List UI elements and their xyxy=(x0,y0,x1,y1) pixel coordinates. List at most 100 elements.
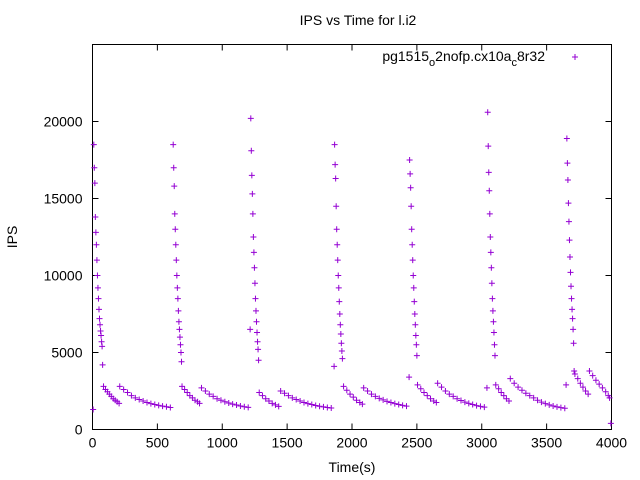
data-point xyxy=(491,341,498,348)
data-point xyxy=(421,389,428,396)
data-point xyxy=(565,200,572,207)
data-point xyxy=(566,254,573,261)
data-point xyxy=(407,184,414,191)
data-point xyxy=(93,241,100,248)
data-point xyxy=(406,157,413,163)
x-tick-label: 1500 xyxy=(272,435,303,451)
data-point xyxy=(489,307,496,314)
data-point xyxy=(171,210,178,217)
data-point xyxy=(94,284,101,291)
data-point xyxy=(98,332,105,339)
data-point xyxy=(550,402,557,409)
data-point xyxy=(353,397,360,404)
data-point xyxy=(384,398,391,405)
data-point xyxy=(454,395,461,402)
data-point xyxy=(177,349,184,356)
data-point xyxy=(175,307,182,314)
data-point xyxy=(334,257,341,264)
data-point xyxy=(249,190,256,197)
data-point xyxy=(413,341,420,348)
data-point xyxy=(410,284,417,291)
data-point xyxy=(339,355,346,362)
data-point xyxy=(599,384,606,391)
data-point xyxy=(151,401,158,408)
data-point xyxy=(364,388,371,394)
data-point xyxy=(350,394,357,401)
legend: pg1515o2nofp.cx10ac8r32 xyxy=(382,48,578,69)
data-point xyxy=(254,338,261,345)
data-point xyxy=(293,396,300,403)
data-point xyxy=(554,403,561,410)
data-point xyxy=(265,398,272,405)
data-point xyxy=(465,400,472,407)
data-point xyxy=(237,402,244,409)
data-point xyxy=(484,109,491,116)
data-point xyxy=(372,393,379,400)
data-point xyxy=(589,372,596,379)
data-point xyxy=(173,272,180,279)
data-point xyxy=(492,381,499,388)
data-point xyxy=(461,399,468,406)
data-point xyxy=(411,311,418,317)
data-point xyxy=(596,381,603,388)
data-point xyxy=(233,402,240,409)
data-point xyxy=(170,164,177,171)
data-point xyxy=(417,385,424,392)
data-point xyxy=(247,115,254,122)
data-point xyxy=(304,400,311,407)
data-point xyxy=(262,395,269,402)
data-point xyxy=(229,401,236,408)
data-point xyxy=(93,257,100,264)
data-point xyxy=(95,306,102,313)
data-point xyxy=(171,183,178,190)
x-tick-label: 3000 xyxy=(466,435,497,451)
data-point xyxy=(395,401,402,408)
data-point xyxy=(446,391,453,398)
data-point xyxy=(409,257,416,264)
y-tick-label: 15000 xyxy=(44,191,83,207)
data-point xyxy=(412,332,419,339)
data-point xyxy=(473,402,480,409)
plot-frame xyxy=(92,44,612,430)
data-point xyxy=(90,406,97,413)
x-tick-label: 2000 xyxy=(336,435,367,451)
data-point xyxy=(335,272,342,279)
data-point xyxy=(173,257,180,264)
x-axis-label: Time(s) xyxy=(329,459,376,475)
data-point xyxy=(176,334,183,341)
data-point xyxy=(338,340,345,347)
data-point xyxy=(100,383,107,390)
data-point xyxy=(277,388,284,394)
data-point xyxy=(564,160,571,167)
data-point xyxy=(407,170,414,177)
data-point xyxy=(450,393,457,400)
data-point xyxy=(534,397,541,404)
data-point xyxy=(179,383,186,390)
data-point xyxy=(196,400,203,407)
data-point xyxy=(172,241,179,248)
data-point xyxy=(252,307,259,314)
data-point xyxy=(563,381,570,388)
data-point xyxy=(176,326,183,333)
data-point xyxy=(507,375,514,382)
data-point xyxy=(328,404,335,411)
data-point xyxy=(170,141,177,148)
data-point xyxy=(221,398,228,405)
data-point xyxy=(140,398,147,405)
data-point xyxy=(488,280,495,287)
data-point xyxy=(120,386,127,393)
data-point xyxy=(214,395,221,402)
data-point xyxy=(285,392,292,399)
data-point xyxy=(427,395,434,402)
data-point xyxy=(251,280,258,287)
data-point xyxy=(320,403,327,410)
data-point xyxy=(250,249,257,256)
data-point xyxy=(253,318,260,325)
data-point xyxy=(98,338,105,345)
data-point xyxy=(564,177,571,184)
data-point xyxy=(336,311,343,317)
x-tick-label: 3500 xyxy=(531,435,562,451)
data-point xyxy=(606,394,613,401)
data-point xyxy=(245,404,252,411)
